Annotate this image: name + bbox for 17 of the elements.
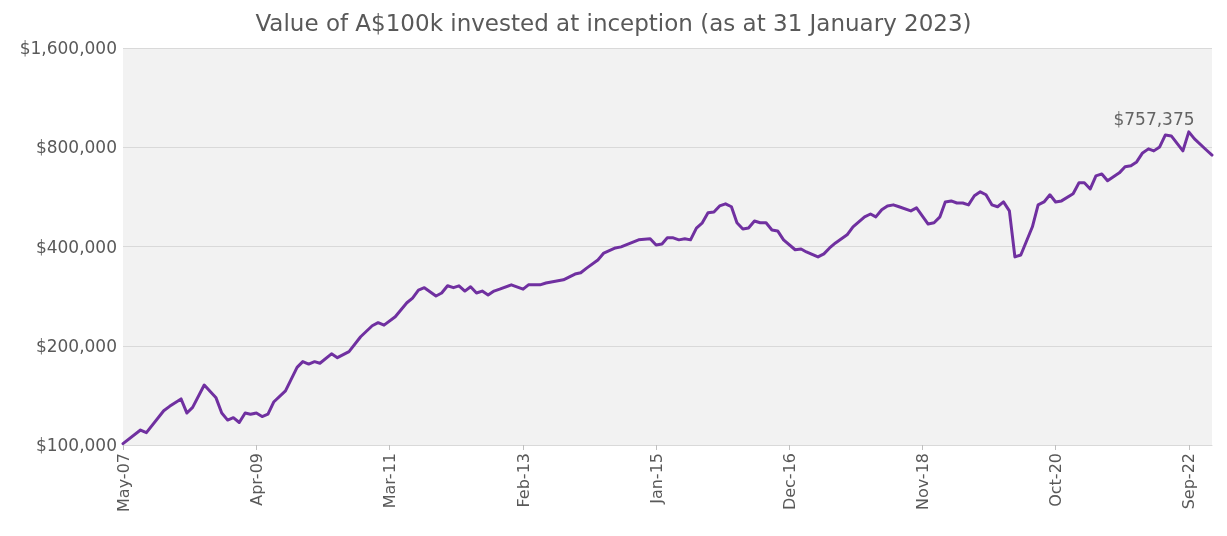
y-tick-label: $200,000	[35, 335, 117, 356]
line-series	[121, 130, 1214, 446]
y-tick-label: $400,000	[35, 236, 117, 257]
y-tick-label: $800,000	[35, 137, 117, 158]
y-tick-label: $1,600,000	[19, 38, 117, 58]
x-tick-label: May-07	[113, 453, 133, 512]
x-tick-label: Sep-22	[1179, 453, 1199, 510]
x-tick-label: Oct-20	[1046, 453, 1066, 507]
x-tick-label: Feb-13	[513, 453, 533, 508]
annotation: $757,375	[1113, 108, 1195, 129]
x-tick-label: Jan-15	[646, 453, 666, 505]
x-tick-label: Nov-18	[912, 453, 932, 510]
y-tick-label: $100,000	[35, 435, 117, 455]
x-tick-label: Apr-09	[246, 453, 266, 506]
x-tick-label: Mar-11	[379, 453, 399, 509]
x-tick-label: Dec-16	[779, 453, 799, 511]
chart-title: Value of A$100k invested at inception (as at 31 January 2023)	[255, 9, 972, 36]
